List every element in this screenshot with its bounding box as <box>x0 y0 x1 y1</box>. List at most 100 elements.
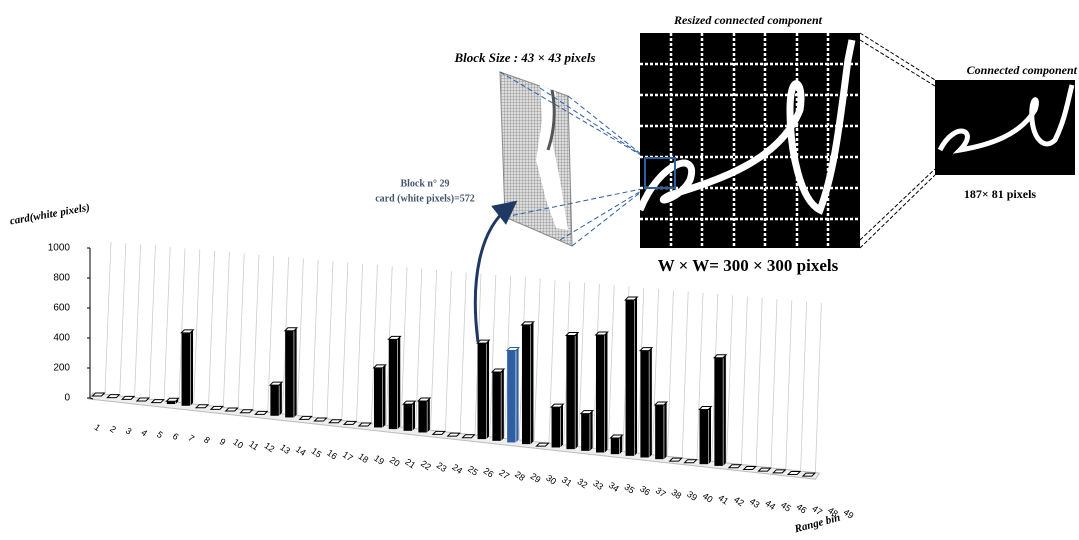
bar-top <box>624 296 639 301</box>
bar-top <box>653 401 669 406</box>
grid-line <box>578 282 585 446</box>
grid-line <box>548 280 556 443</box>
bar-side <box>574 331 579 451</box>
bar-top <box>535 442 550 447</box>
bar-top <box>490 368 506 373</box>
bar-side <box>426 397 431 434</box>
x-tick-label: 27 <box>497 467 511 481</box>
x-tick-label: 1 <box>92 422 102 433</box>
x-tick-label: 13 <box>278 442 292 456</box>
grid-line <box>104 241 112 393</box>
x-tick-label: 5 <box>155 429 165 440</box>
grid-line <box>800 301 807 471</box>
component-image <box>935 80 1075 175</box>
x-tick-label: 2 <box>108 424 118 435</box>
bar-top <box>254 410 269 415</box>
bar <box>388 339 398 430</box>
grid-line <box>607 285 615 449</box>
annotation: Block Size : 43 × 43 pixels <box>453 50 595 65</box>
annotation: Resized connected component <box>673 13 823 27</box>
bar-top <box>268 381 284 386</box>
x-tick-label: 4 <box>139 427 149 438</box>
x-tick-label: 22 <box>419 458 433 472</box>
bar-top <box>298 415 313 420</box>
x-tick-label: 14 <box>294 444 308 458</box>
grid-line <box>696 292 704 459</box>
bar-top <box>505 347 521 352</box>
grid-line <box>149 245 156 398</box>
annotation: Connected component <box>967 63 1078 77</box>
x-tick-label: 19 <box>372 453 386 467</box>
bar-side <box>293 327 298 419</box>
bar-top <box>372 364 387 369</box>
x-tick-label: 30 <box>544 473 558 487</box>
bar-side <box>634 296 638 457</box>
bar <box>417 400 428 433</box>
bar-top <box>564 331 580 336</box>
grid-line <box>297 258 304 414</box>
x-tick-label: 36 <box>638 484 652 498</box>
x-tick-label: 35 <box>622 482 636 496</box>
bar-top <box>727 464 743 469</box>
block-image <box>499 71 573 247</box>
bar <box>639 350 650 459</box>
arrow <box>473 200 518 343</box>
grid-line <box>341 262 349 419</box>
grid-line <box>415 268 423 428</box>
bar-top <box>579 410 595 415</box>
annotation: 187× 81 pixels <box>964 187 1037 201</box>
bar-side <box>397 335 401 431</box>
grid-line <box>400 267 408 426</box>
x-tick-label: 33 <box>591 478 605 492</box>
x-tick-label: 11 <box>247 439 260 453</box>
bar <box>654 404 665 460</box>
bar-top <box>120 395 136 400</box>
bar-top <box>520 321 535 326</box>
bar-side <box>648 347 653 459</box>
grid-line <box>311 259 319 416</box>
bar-top <box>150 399 165 404</box>
bar-top <box>357 422 373 427</box>
grid-line <box>489 275 497 436</box>
bar <box>506 350 517 444</box>
grid-line <box>326 261 334 418</box>
bar-side <box>486 339 490 441</box>
bar <box>181 332 191 407</box>
grid-line <box>667 290 674 456</box>
grid-line <box>741 296 748 464</box>
bar-top <box>461 434 476 439</box>
x-tick-label: 45 <box>779 500 793 514</box>
grid-line <box>178 248 186 401</box>
bar-top <box>638 347 654 352</box>
x-tick-label: 12 <box>263 440 277 454</box>
bar <box>713 357 724 467</box>
bar-side <box>708 405 712 466</box>
x-tick-label: 18 <box>356 451 370 465</box>
x-tick-label: 23 <box>435 460 449 474</box>
bar-top <box>712 354 728 359</box>
bar-top <box>194 404 210 409</box>
x-tick-label: 38 <box>669 487 683 501</box>
bar <box>269 384 280 417</box>
bar-top <box>165 397 180 402</box>
bar-top <box>772 469 787 474</box>
bar <box>521 324 531 445</box>
bar-top <box>698 406 713 411</box>
x-tick-label: 47 <box>810 503 824 517</box>
grid-line <box>267 255 275 411</box>
x-tick-label: 31 <box>560 475 574 489</box>
bar-side <box>560 403 564 449</box>
grid-line <box>208 250 215 404</box>
x-tick-label: 15 <box>309 446 323 460</box>
grid-line <box>237 253 245 408</box>
x-tick-label: 29 <box>529 471 543 485</box>
bar-top <box>416 397 432 402</box>
grid-line <box>223 252 230 406</box>
grid-line <box>445 271 452 431</box>
bar-top <box>180 329 195 334</box>
x-tick-label: 48 <box>826 505 840 519</box>
bar <box>477 342 487 440</box>
bar-side <box>589 409 594 452</box>
